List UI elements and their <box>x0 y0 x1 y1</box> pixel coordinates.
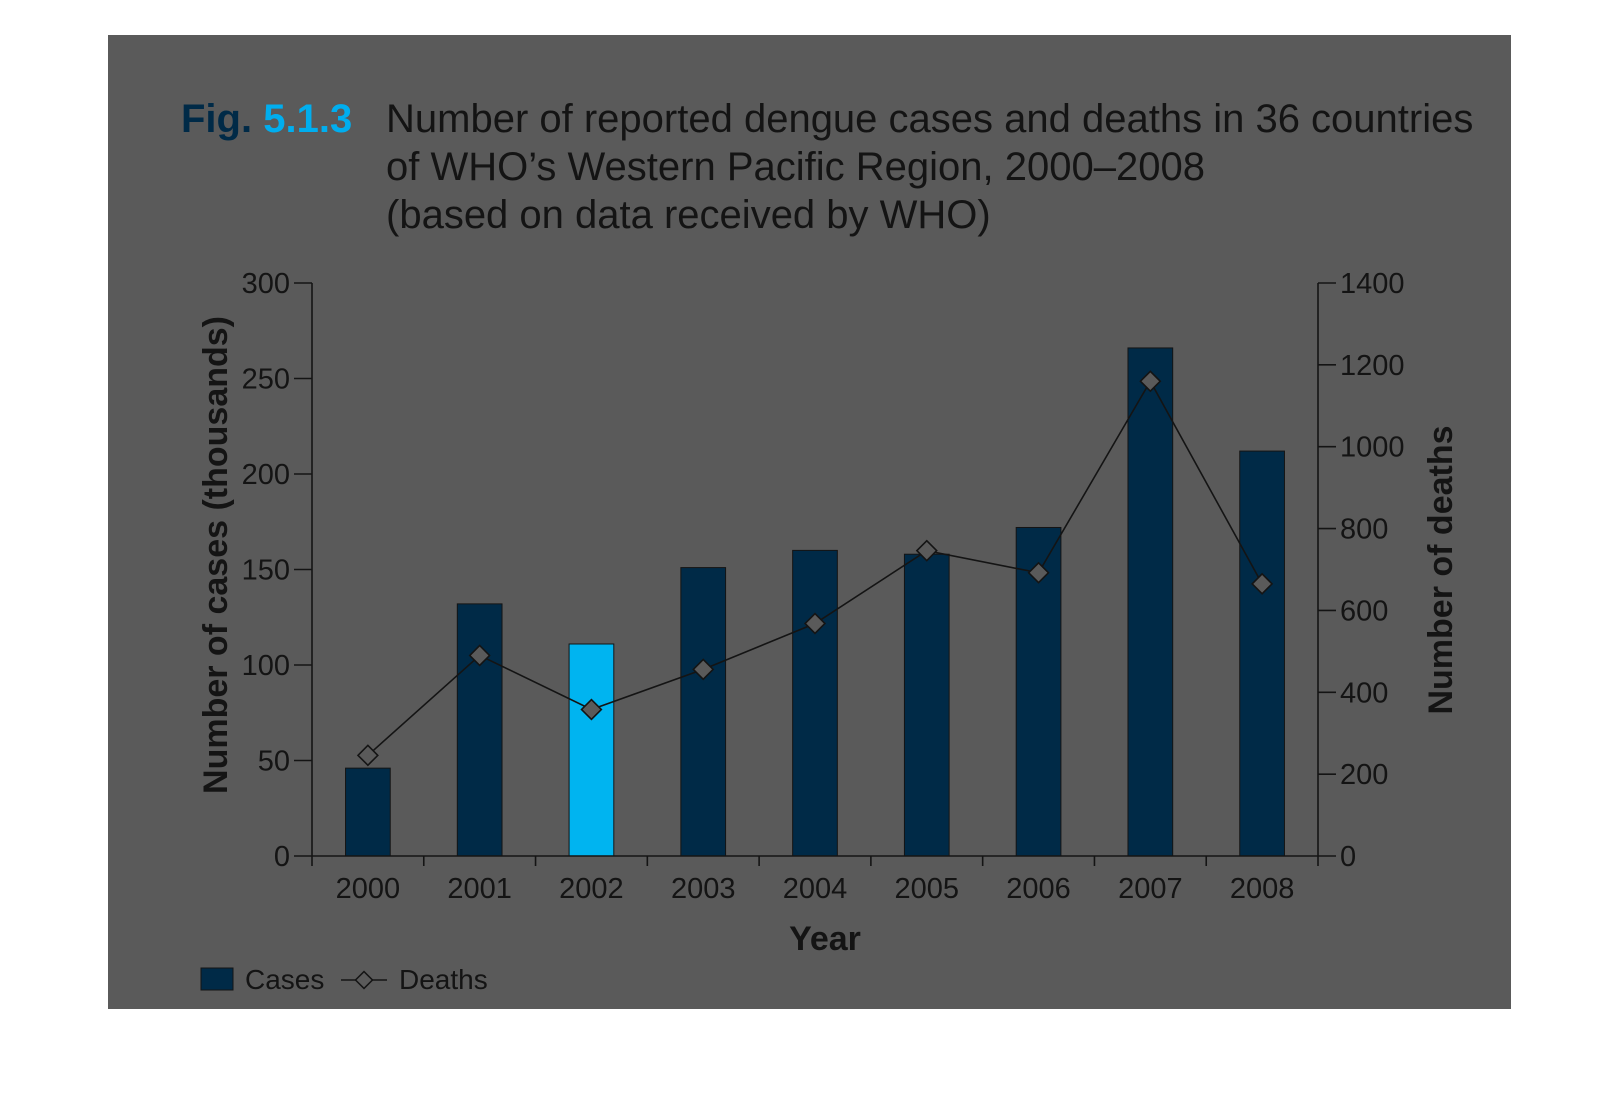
y2-tick-label-1400: 1400 <box>1340 268 1405 300</box>
y2-tick-label-800: 800 <box>1340 514 1388 546</box>
deaths-point-2008 <box>1251 572 1274 595</box>
y-tick-label-100: 100 <box>242 650 290 682</box>
figure-label-number: 5.1.3 <box>263 97 352 141</box>
x-tick-label-2003: 2003 <box>671 873 736 905</box>
legend: Cases Deaths <box>200 964 488 995</box>
y-tick-label-300: 300 <box>242 268 290 300</box>
bar-2001 <box>456 603 503 857</box>
y2-tick-label-600: 600 <box>1340 595 1388 627</box>
deaths-point-2004 <box>803 612 827 635</box>
deaths-point-2001 <box>468 644 491 667</box>
y2-tick-label-400: 400 <box>1340 677 1388 709</box>
y2-axis-title: Number of deaths <box>1422 425 1460 714</box>
x-tick-label-2006: 2006 <box>1006 873 1071 905</box>
title-line-1: Number of reported dengue cases and deat… <box>386 97 1473 141</box>
y-tick-label-200: 200 <box>242 459 290 491</box>
deaths-point-2007 <box>1139 370 1162 393</box>
deaths-point-2006 <box>1027 561 1050 584</box>
y2-tick-label-0: 0 <box>1340 841 1356 873</box>
x-axis-title: Year <box>789 920 861 958</box>
deaths-point-2000 <box>356 744 379 767</box>
x-tick-label-2000: 2000 <box>336 873 401 905</box>
legend-label-cases: Cases <box>245 964 324 995</box>
title-line-3: (based on data received by WHO) <box>386 193 991 237</box>
figure-label: Fig. 5.1.3 <box>181 97 352 141</box>
bar-2000 <box>345 767 391 857</box>
y2-tick-label-1200: 1200 <box>1340 350 1405 382</box>
deaths-point-2005 <box>915 539 938 562</box>
bar-2004 <box>792 549 838 857</box>
figure-label-prefix: Fig. <box>181 97 252 141</box>
y-tick-label-0: 0 <box>274 841 290 873</box>
x-tick-label-2004: 2004 <box>783 873 848 905</box>
deaths-point-2003 <box>692 658 715 681</box>
legend-marker-deaths <box>354 970 374 990</box>
y2-tick-label-1000: 1000 <box>1340 432 1405 464</box>
y-axis-title: Number of cases (thousands) <box>197 316 235 794</box>
y-tick-label-250: 250 <box>242 364 290 396</box>
x-tick-label-2002: 2002 <box>559 873 624 905</box>
y2-tick-label-200: 200 <box>1340 759 1388 791</box>
x-tick-label-2007: 2007 <box>1118 873 1183 905</box>
bar-2003 <box>680 567 727 857</box>
bar-2007 <box>1127 347 1174 857</box>
y-tick-label-150: 150 <box>242 555 290 587</box>
x-tick-label-2005: 2005 <box>895 873 960 905</box>
title-line-2: of WHO’s Western Pacific Region, 2000–20… <box>386 145 1205 189</box>
y-tick-label-50: 50 <box>258 746 290 778</box>
deaths-point-2002 <box>580 698 603 721</box>
x-tick-label-2001: 2001 <box>447 873 512 905</box>
legend-swatch-cases <box>200 967 234 991</box>
bar-2002 <box>568 643 615 857</box>
plot-area: 0 50 100 150 200 250 300 0 200 400 600 800 1000 1200 1… <box>242 268 1405 905</box>
bar-2005 <box>903 553 950 857</box>
x-tick-label-2008: 2008 <box>1230 873 1295 905</box>
bar-2008 <box>1239 450 1285 857</box>
legend-label-deaths: Deaths <box>399 964 488 995</box>
